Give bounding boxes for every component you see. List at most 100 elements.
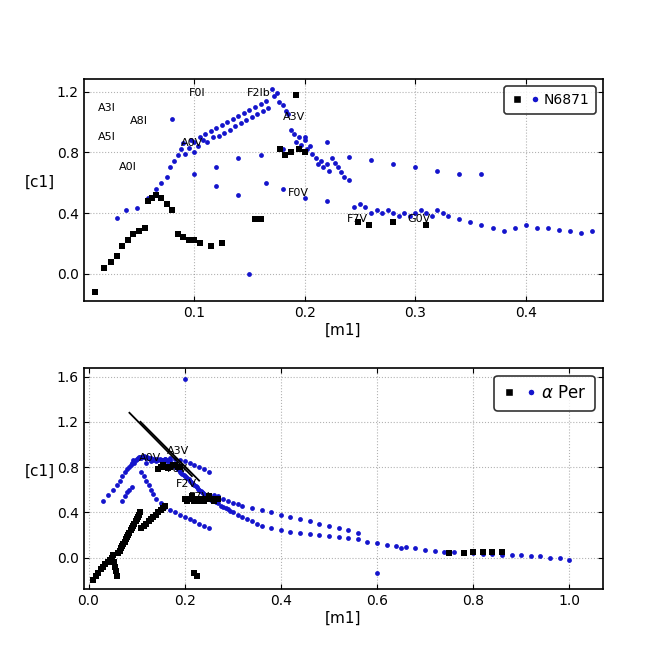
Point: [432, 205, 443, 215]
Point: [192, 141, 203, 152]
Point: [213, 498, 224, 508]
Point: [107, 552, 117, 563]
Text: G0V: G0V: [407, 214, 431, 224]
Point: [478, 549, 488, 559]
Point: [305, 141, 316, 152]
Point: [313, 159, 324, 169]
Point: [211, 181, 222, 191]
Point: [349, 202, 360, 213]
Point: [307, 148, 318, 159]
Point: [190, 481, 201, 492]
Point: [393, 211, 404, 221]
Point: [509, 223, 520, 234]
Point: [95, 563, 106, 574]
Point: [106, 256, 117, 267]
Point: [141, 457, 151, 468]
Point: [145, 514, 156, 524]
Point: [202, 136, 213, 147]
Point: [175, 455, 186, 465]
Point: [127, 482, 137, 493]
Point: [415, 205, 426, 215]
Point: [322, 159, 332, 169]
Point: [232, 499, 243, 510]
Point: [135, 451, 146, 462]
Point: [117, 241, 128, 252]
Point: [230, 121, 241, 132]
Point: [117, 471, 127, 481]
Point: [213, 491, 224, 502]
Point: [192, 571, 202, 581]
Point: [296, 140, 307, 150]
Point: [294, 132, 305, 142]
Point: [401, 542, 411, 553]
Point: [182, 473, 192, 484]
Point: [202, 493, 213, 503]
Point: [343, 533, 354, 544]
Point: [117, 496, 127, 506]
Point: [160, 454, 171, 465]
Point: [180, 373, 190, 384]
Point: [362, 536, 373, 547]
Point: [458, 547, 469, 558]
Point: [198, 488, 208, 498]
Point: [121, 205, 131, 215]
Point: [177, 469, 188, 479]
Point: [255, 150, 266, 161]
Text: A3V: A3V: [166, 446, 189, 455]
Point: [112, 480, 123, 491]
Point: [257, 504, 267, 515]
Point: [354, 199, 365, 209]
Point: [155, 455, 166, 465]
Point: [155, 455, 166, 465]
Point: [130, 455, 141, 465]
Point: [184, 514, 195, 524]
Point: [165, 162, 176, 173]
Point: [198, 520, 209, 531]
Point: [170, 462, 180, 473]
Point: [531, 223, 542, 234]
Point: [147, 193, 157, 203]
Point: [241, 115, 251, 126]
Point: [127, 457, 137, 468]
Point: [184, 142, 194, 153]
Point: [200, 490, 211, 500]
Point: [119, 466, 130, 477]
Point: [170, 507, 180, 518]
Point: [210, 493, 221, 504]
Point: [235, 118, 246, 128]
Point: [410, 544, 421, 554]
Point: [304, 516, 315, 527]
Text: F2V: F2V: [176, 479, 197, 489]
Point: [277, 183, 288, 194]
Point: [139, 223, 150, 234]
X-axis label: [m1]: [m1]: [325, 322, 362, 338]
Point: [192, 493, 202, 504]
Point: [535, 551, 546, 561]
Point: [421, 208, 431, 218]
Point: [266, 83, 277, 94]
Point: [218, 501, 228, 512]
Point: [88, 575, 98, 585]
Point: [157, 459, 168, 470]
Point: [206, 126, 216, 136]
Point: [239, 107, 249, 118]
Point: [216, 238, 227, 249]
Point: [174, 465, 184, 476]
Point: [184, 235, 194, 246]
Point: [166, 457, 177, 468]
Point: [324, 531, 334, 542]
Point: [113, 547, 124, 558]
Point: [366, 208, 377, 218]
Point: [257, 520, 267, 531]
Point: [388, 217, 399, 228]
Point: [103, 490, 113, 500]
Point: [372, 568, 383, 579]
Point: [152, 454, 163, 465]
Point: [155, 498, 166, 508]
Point: [178, 232, 188, 242]
Point: [129, 518, 139, 529]
Point: [121, 534, 131, 545]
Point: [487, 547, 498, 557]
Point: [172, 229, 183, 240]
Point: [159, 454, 170, 465]
